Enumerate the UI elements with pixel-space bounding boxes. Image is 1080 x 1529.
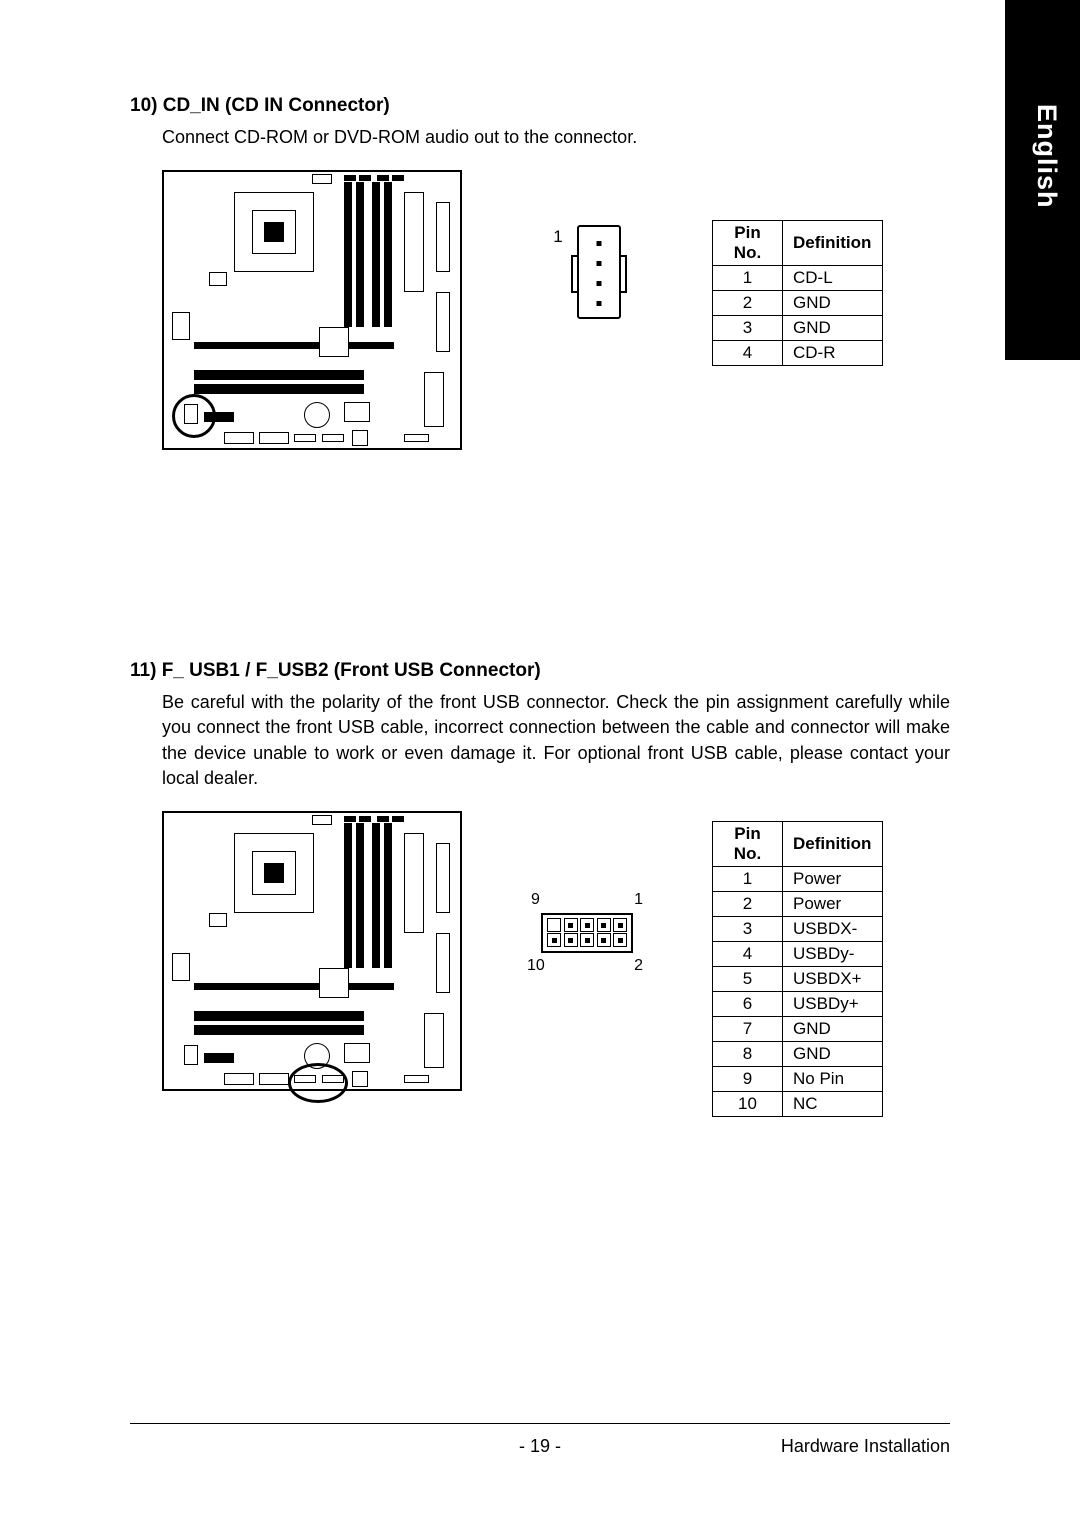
- table-row: 8GND: [713, 1041, 883, 1066]
- section10-desc: Connect CD-ROM or DVD-ROM audio out to t…: [162, 125, 950, 150]
- section10-row: 1 Pin No. Definition 1C: [162, 170, 950, 450]
- table-header: Pin No.: [713, 821, 783, 866]
- usb-label-1: 1: [634, 891, 643, 909]
- table-row: 4CD-R: [713, 341, 883, 366]
- page: English 10) CD_IN (CD IN Connector) Conn…: [0, 0, 1080, 1529]
- table-row: 2GND: [713, 291, 883, 316]
- table-row: 3GND: [713, 316, 883, 341]
- table-header: Definition: [783, 221, 883, 266]
- section11-desc: Be careful with the polarity of the fron…: [162, 690, 950, 791]
- footer-section-name: Hardware Installation: [781, 1436, 950, 1457]
- table-row: 4USBDy-: [713, 941, 883, 966]
- usb-label-9: 9: [531, 891, 540, 909]
- table-row: 7GND: [713, 1016, 883, 1041]
- usb-connector-diagram: 9 1: [502, 811, 672, 975]
- table-row: 1Power: [713, 866, 883, 891]
- motherboard-diagram-2: [162, 811, 462, 1091]
- section11-title: 11) F_ USB1 / F_USB2 (Front USB Connecto…: [130, 660, 950, 682]
- cdin-connector-shape: [577, 225, 621, 319]
- table-row: 6USBDy+: [713, 991, 883, 1016]
- content: 10) CD_IN (CD IN Connector) Connect CD-R…: [130, 95, 950, 1117]
- section10-pin-table: Pin No. Definition 1CD-L 2GND 3GND 4CD-R: [712, 220, 883, 366]
- section11-pin-table: Pin No. Definition 1Power 2Power 3USBDX-…: [712, 821, 883, 1117]
- table-row: 9No Pin: [713, 1066, 883, 1091]
- table-row: 3USBDX-: [713, 916, 883, 941]
- table-row: 1CD-L: [713, 266, 883, 291]
- section11-row: 9 1: [162, 811, 950, 1117]
- motherboard-diagram-1: [162, 170, 462, 450]
- table-row: 5USBDX+: [713, 966, 883, 991]
- usb-label-10: 10: [527, 957, 545, 975]
- usb-connector-shape: [541, 913, 633, 953]
- cdin-pin1-label: 1: [553, 227, 562, 247]
- section10-title: 10) CD_IN (CD IN Connector): [130, 95, 950, 117]
- footer-divider: [130, 1423, 950, 1424]
- table-header: Definition: [783, 821, 883, 866]
- table-header: Pin No.: [713, 221, 783, 266]
- usb-label-2: 2: [634, 957, 643, 975]
- language-tab: English: [1031, 104, 1062, 209]
- table-row: 10NC: [713, 1091, 883, 1116]
- cdin-connector-diagram: 1: [502, 170, 672, 319]
- table-row: 2Power: [713, 891, 883, 916]
